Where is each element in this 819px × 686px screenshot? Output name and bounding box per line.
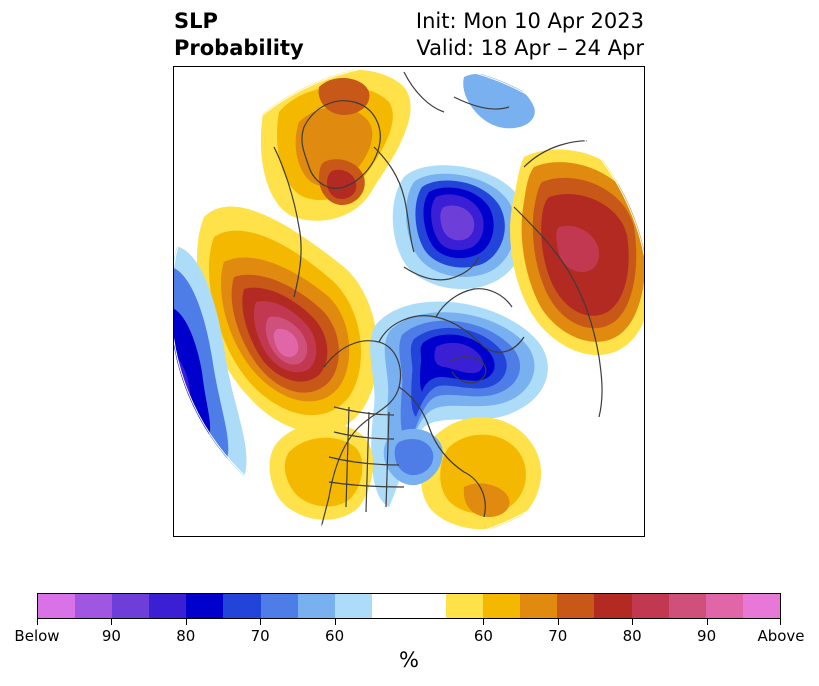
- colorbar-segment: [334, 594, 372, 618]
- colorbar-tick-label: 70: [250, 627, 270, 645]
- colorbar-segment: [149, 594, 187, 618]
- colorbar-tick-label: 90: [697, 627, 717, 645]
- colorbar-tick-label: Above: [757, 627, 805, 645]
- colorbar-segment: [446, 594, 484, 618]
- colorbar-segment: [371, 594, 409, 618]
- title-metric: Probability: [174, 36, 304, 60]
- colorbar-segment: [38, 594, 76, 618]
- colorbar-tick: [483, 619, 484, 625]
- colorbar-segment: [75, 594, 113, 618]
- warm-anomaly-western-us: [269, 423, 374, 520]
- init-date-label: Init: Mon 10 Apr 2023: [415, 9, 644, 33]
- colorbar-segment: [297, 594, 335, 618]
- colorbar-tick: [780, 619, 781, 625]
- colorbar-tick: [335, 619, 336, 625]
- colorbar-unit-label: %: [399, 648, 419, 672]
- polar-map: [173, 66, 645, 537]
- cold-anomaly-arctic: [392, 73, 535, 290]
- probability-map-svg: [174, 67, 644, 536]
- colorbar-tick: [186, 619, 187, 625]
- colorbar-tick-label: 60: [473, 627, 493, 645]
- colorbar: [37, 593, 781, 619]
- colorbar-segment: [520, 594, 558, 618]
- warm-anomaly-pacific: [196, 206, 378, 433]
- colorbar-segment: [186, 594, 224, 618]
- colorbar-segment: [668, 594, 706, 618]
- colorbar-segment: [408, 594, 447, 618]
- warm-anomaly-siberia: [510, 149, 644, 356]
- warm-anomaly-atlantic: [420, 417, 542, 530]
- colorbar-segment: [557, 594, 595, 618]
- colorbar-tick: [260, 619, 261, 625]
- colorbar-tick-label: 70: [548, 627, 568, 645]
- colorbar-tick: [707, 619, 708, 625]
- colorbar-segment: [112, 594, 150, 618]
- valid-range-label: Valid: 18 Apr – 24 Apr: [416, 36, 644, 60]
- colorbar-segment: [223, 594, 261, 618]
- colorbar-tick-label: 60: [325, 627, 345, 645]
- colorbar-tick-label: Below: [14, 627, 60, 645]
- colorbar-tick: [558, 619, 559, 625]
- colorbar-segment: [483, 594, 521, 618]
- colorbar-segment: [260, 594, 298, 618]
- colorbar-segment: [705, 594, 743, 618]
- colorbar-tick: [37, 619, 38, 625]
- warm-anomaly-europe: [260, 69, 411, 221]
- cold-anomaly-canada: [370, 301, 548, 507]
- map-title: SLP Probability: [174, 8, 304, 62]
- colorbar-segment: [742, 594, 780, 618]
- map-subtitle: Init: Mon 10 Apr 2023 Valid: 18 Apr – 24…: [416, 8, 644, 62]
- colorbar-tick-label: 90: [101, 627, 121, 645]
- coastlines: [273, 71, 644, 536]
- colorbar-segment: [631, 594, 669, 618]
- colorbar-tick: [111, 619, 112, 625]
- title-variable: SLP: [174, 9, 218, 33]
- colorbar-tick-label: 80: [176, 627, 196, 645]
- colorbar-segment: [594, 594, 632, 618]
- colorbar-tick-label: 80: [622, 627, 642, 645]
- colorbar-tick: [632, 619, 633, 625]
- cold-anomaly-east-us: [383, 428, 443, 486]
